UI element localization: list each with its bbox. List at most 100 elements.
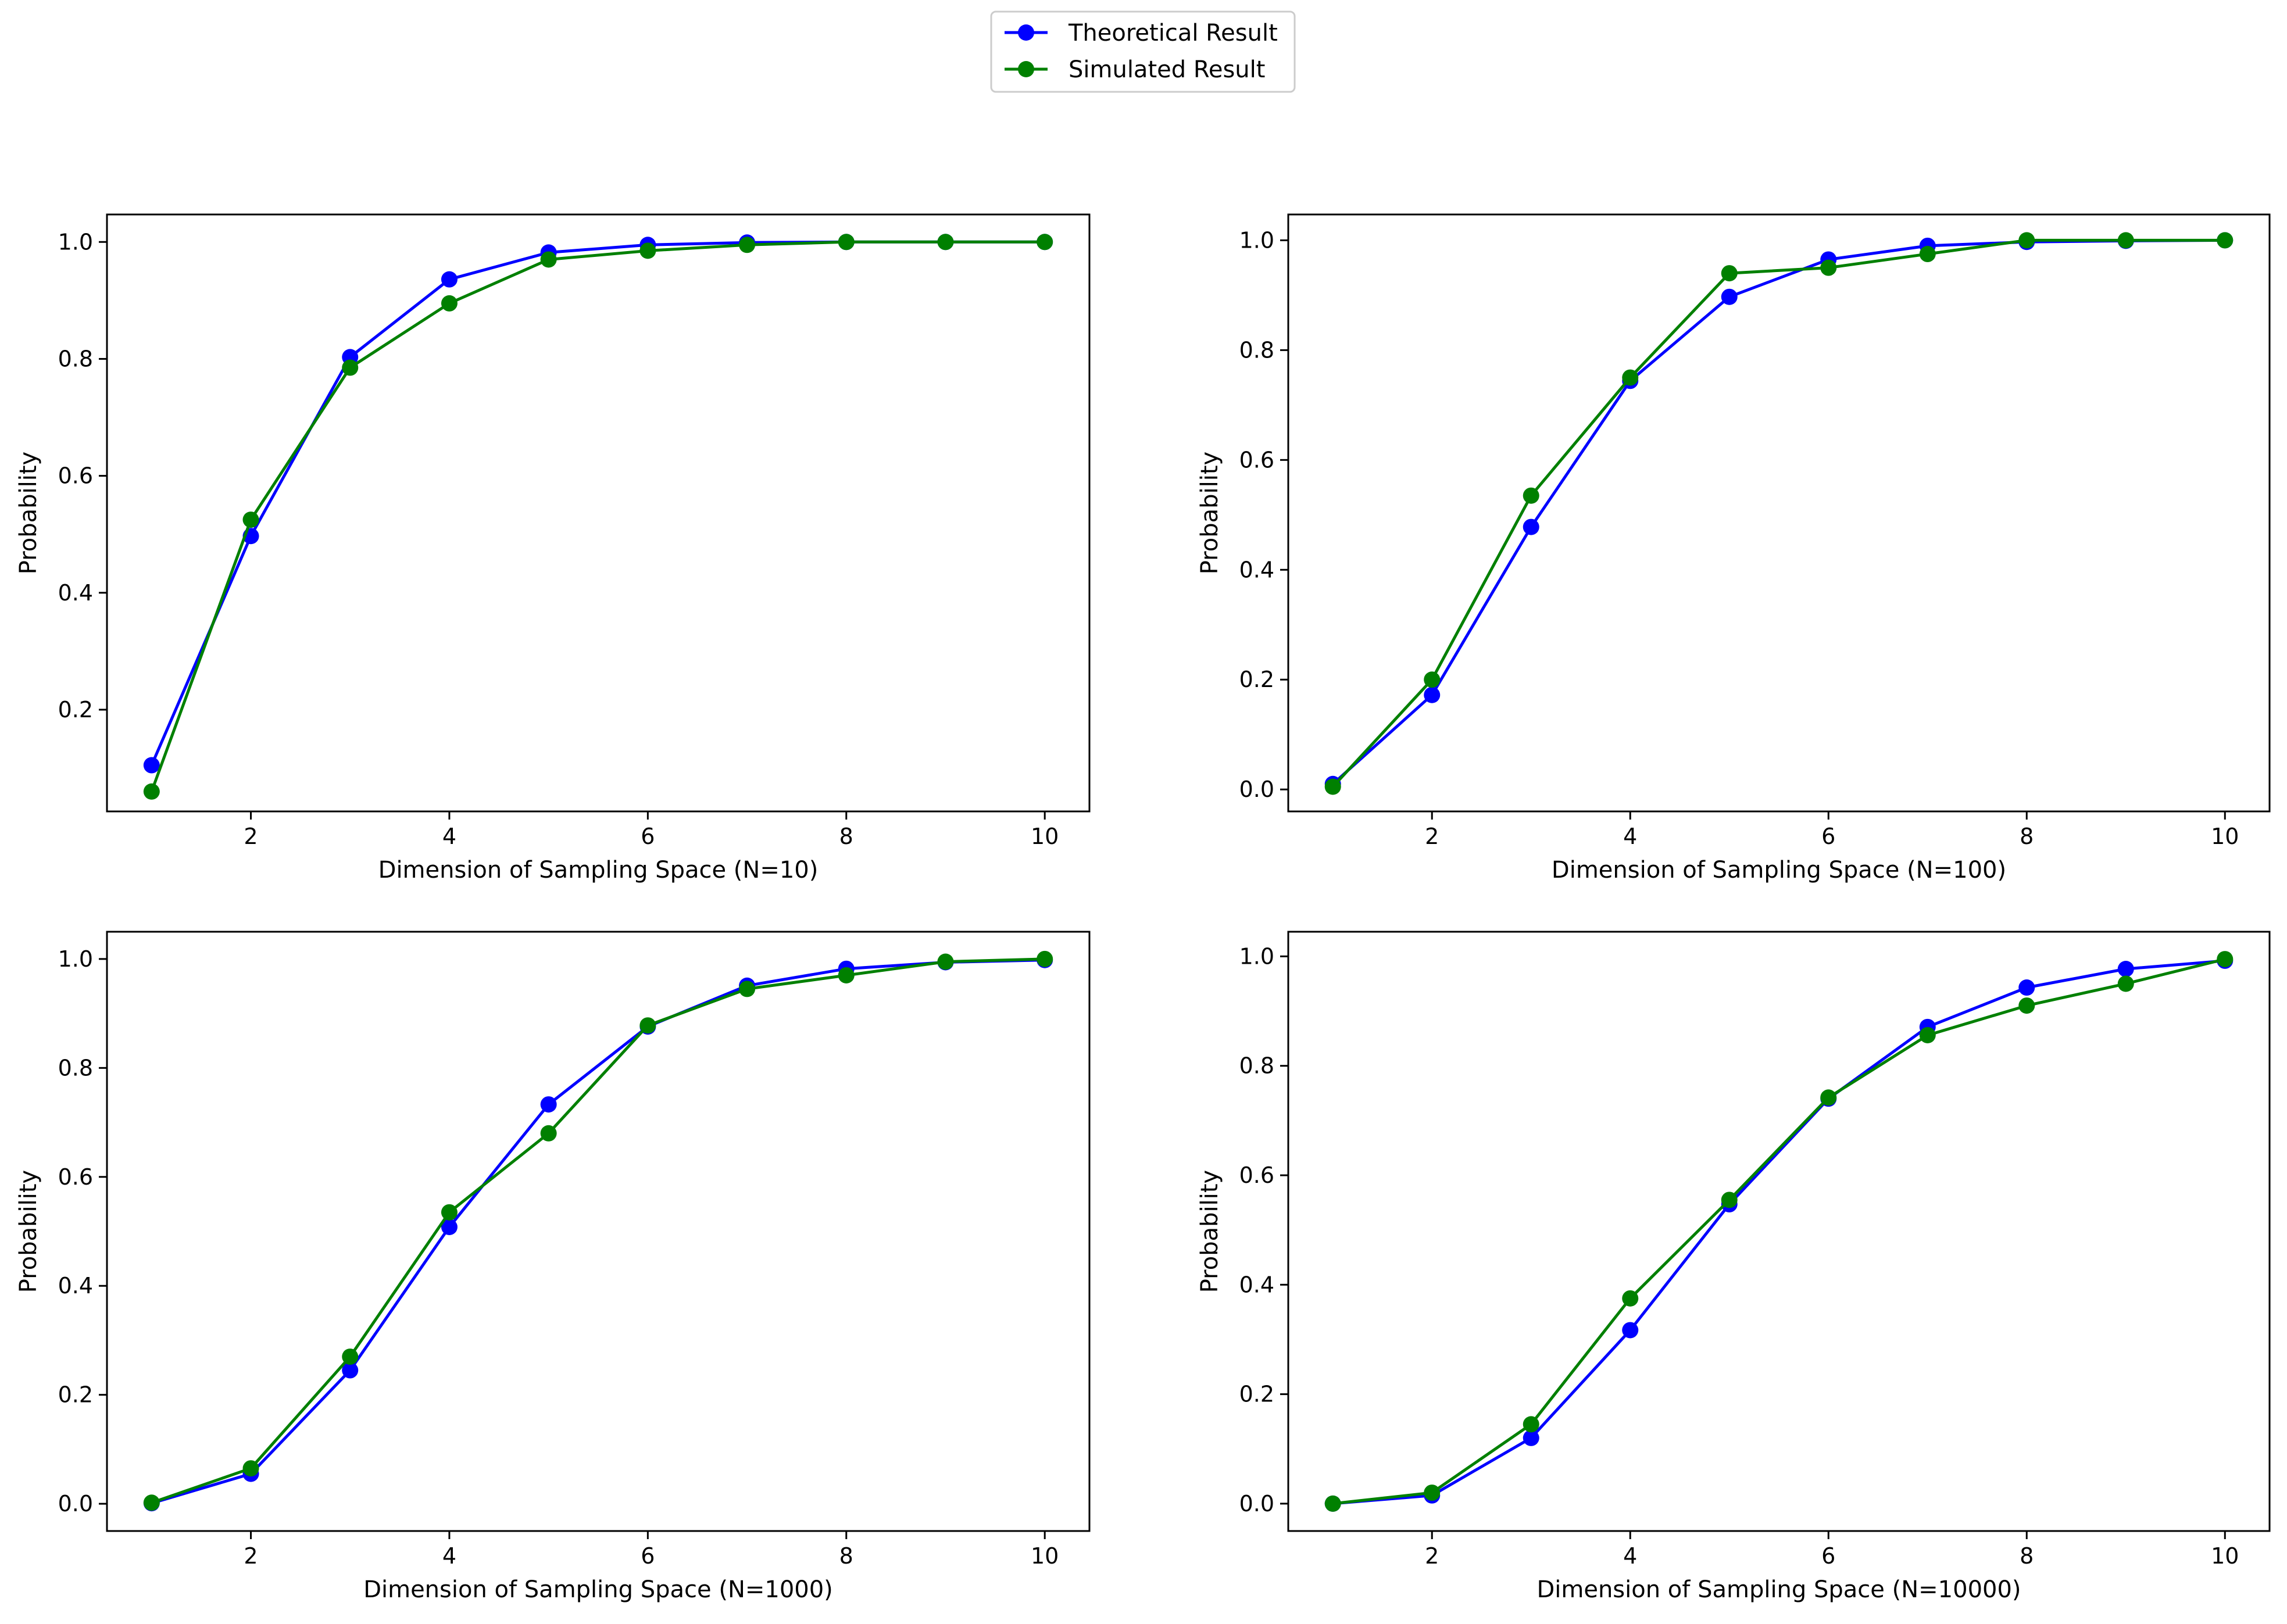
x-tick-label: 8 (839, 1543, 853, 1569)
legend: Theoretical Result Simulated Result (990, 10, 1296, 93)
data-point-simulated (342, 1348, 359, 1365)
x-tick-label: 10 (1031, 824, 1059, 849)
x-tick-label: 8 (839, 824, 853, 849)
legend-marker-simulated (1018, 61, 1034, 77)
y-tick-label: 0.4 (1239, 557, 1274, 582)
series-line-simulated (151, 957, 1045, 1504)
axes-frame (106, 213, 1091, 813)
data-point-simulated (540, 251, 557, 268)
y-tick-label: 0.6 (1239, 447, 1274, 473)
data-point-simulated (342, 359, 359, 376)
data-point-simulated (739, 981, 756, 997)
data-point-theoretical (441, 1219, 458, 1236)
data-point-simulated (1324, 778, 1341, 795)
data-point-simulated (838, 234, 855, 251)
legend-frame (990, 10, 1296, 93)
x-tick-label: 8 (2020, 824, 2034, 849)
y-tick-label: 0.8 (58, 346, 93, 371)
data-point-simulated (639, 242, 656, 259)
x-axis-label: Dimension of Sampling Space (N=10) (378, 857, 819, 883)
data-point-theoretical (1424, 686, 1441, 703)
data-point-simulated (639, 1017, 656, 1034)
y-tick-label: 0.0 (1239, 777, 1274, 802)
data-point-simulated (739, 237, 756, 253)
data-point-theoretical (1721, 288, 1738, 305)
data-point-simulated (143, 783, 160, 800)
data-point-simulated (1622, 369, 1639, 386)
axes-frame (1287, 213, 2271, 813)
data-point-simulated (1037, 950, 1053, 967)
data-point-simulated (1820, 259, 1837, 276)
y-axis-label: Probability (15, 1170, 42, 1293)
y-tick-label: 0.6 (58, 1164, 93, 1190)
data-point-simulated (1424, 671, 1441, 688)
x-tick-label: 8 (2020, 1543, 2034, 1569)
data-point-simulated (1037, 234, 1053, 251)
x-tick-label: 4 (1623, 1543, 1637, 1569)
data-point-simulated (1721, 265, 1738, 282)
data-point-simulated (242, 1460, 259, 1477)
series-line-simulated (150, 240, 1045, 792)
y-tick-label: 0.6 (58, 463, 93, 489)
series-line-theoretical (1332, 959, 2225, 1505)
data-point-simulated (937, 234, 954, 251)
data-point-simulated (2018, 997, 2035, 1014)
data-point-theoretical (143, 757, 160, 774)
y-tick-label: 0.2 (1239, 1382, 1274, 1407)
x-tick-label: 2 (1425, 824, 1439, 849)
data-point-simulated (2217, 951, 2234, 968)
data-point-simulated (1424, 1485, 1441, 1501)
data-point-simulated (1622, 1290, 1639, 1307)
data-point-theoretical (2117, 961, 2134, 978)
legend-label-simulated: Simulated Result (1069, 56, 1265, 83)
y-tick-label: 0.2 (1239, 667, 1274, 692)
data-point-theoretical (441, 271, 458, 288)
data-point-simulated (2117, 975, 2134, 992)
x-tick-label: 2 (244, 1543, 258, 1569)
x-axis-label: Dimension of Sampling Space (N=100) (1552, 857, 2006, 883)
subplot-n10: 2 4 6 8 10 0.2 0.4 0.6 0.8 1.0 Dimension of Sampli… (15, 213, 1091, 883)
data-point-simulated (1919, 1026, 1936, 1043)
subplot-n1000: 2 4 6 8 10 0.0 0.2 0.4 0.6 0.8 1.0 Dimension of Sam… (15, 931, 1091, 1603)
y-tick-label: 0.4 (1239, 1272, 1274, 1297)
data-point-simulated (2217, 232, 2234, 249)
series-line-simulated (1331, 238, 2225, 788)
data-point-simulated (441, 1204, 458, 1221)
data-point-simulated (937, 953, 954, 970)
x-tick-label: 6 (1821, 1543, 1835, 1569)
legend-marker-theoretical (1018, 24, 1034, 41)
data-point-theoretical (2018, 979, 2035, 996)
data-point-theoretical (342, 1362, 359, 1379)
data-point-simulated (1324, 1495, 1341, 1512)
y-tick-label: 0.8 (1239, 337, 1274, 363)
data-point-simulated (838, 967, 855, 983)
data-point-simulated (1820, 1089, 1837, 1106)
series-line-simulated (1332, 957, 2225, 1505)
y-tick-label: 0.8 (1239, 1053, 1274, 1079)
y-tick-label: 0.0 (58, 1491, 93, 1516)
x-tick-label: 2 (1425, 1543, 1439, 1569)
data-point-theoretical (1622, 1322, 1639, 1339)
data-point-simulated (1721, 1192, 1738, 1208)
data-point-simulated (242, 511, 259, 528)
data-point-simulated (2018, 232, 2035, 249)
axes-frame (1287, 931, 2271, 1532)
axes-frame (106, 931, 1091, 1532)
y-tick-label: 0.2 (58, 697, 93, 722)
y-tick-label: 0.0 (1239, 1491, 1274, 1516)
data-point-theoretical (1523, 518, 1539, 535)
x-tick-label: 10 (1031, 1543, 1059, 1569)
data-point-theoretical (1523, 1429, 1539, 1446)
x-tick-label: 10 (2211, 1543, 2239, 1569)
y-tick-label: 1.0 (58, 946, 93, 972)
x-tick-label: 6 (641, 824, 655, 849)
y-axis-label: Probability (1196, 452, 1223, 574)
y-tick-label: 0.4 (58, 1273, 93, 1299)
x-tick-label: 4 (442, 824, 456, 849)
subplot-n100: 2 4 6 8 10 0.0 0.2 0.4 0.6 0.8 1.0 Dimension of Sam… (1196, 213, 2271, 883)
y-tick-label: 0.2 (58, 1382, 93, 1408)
subplot-n10000: 2 4 6 8 10 0.0 0.2 0.4 0.6 0.8 1.0 Dimension of Sam… (1196, 931, 2271, 1603)
x-axis-label: Dimension of Sampling Space (N=10000) (1536, 1576, 2021, 1603)
series-line-theoretical (151, 958, 1045, 1505)
